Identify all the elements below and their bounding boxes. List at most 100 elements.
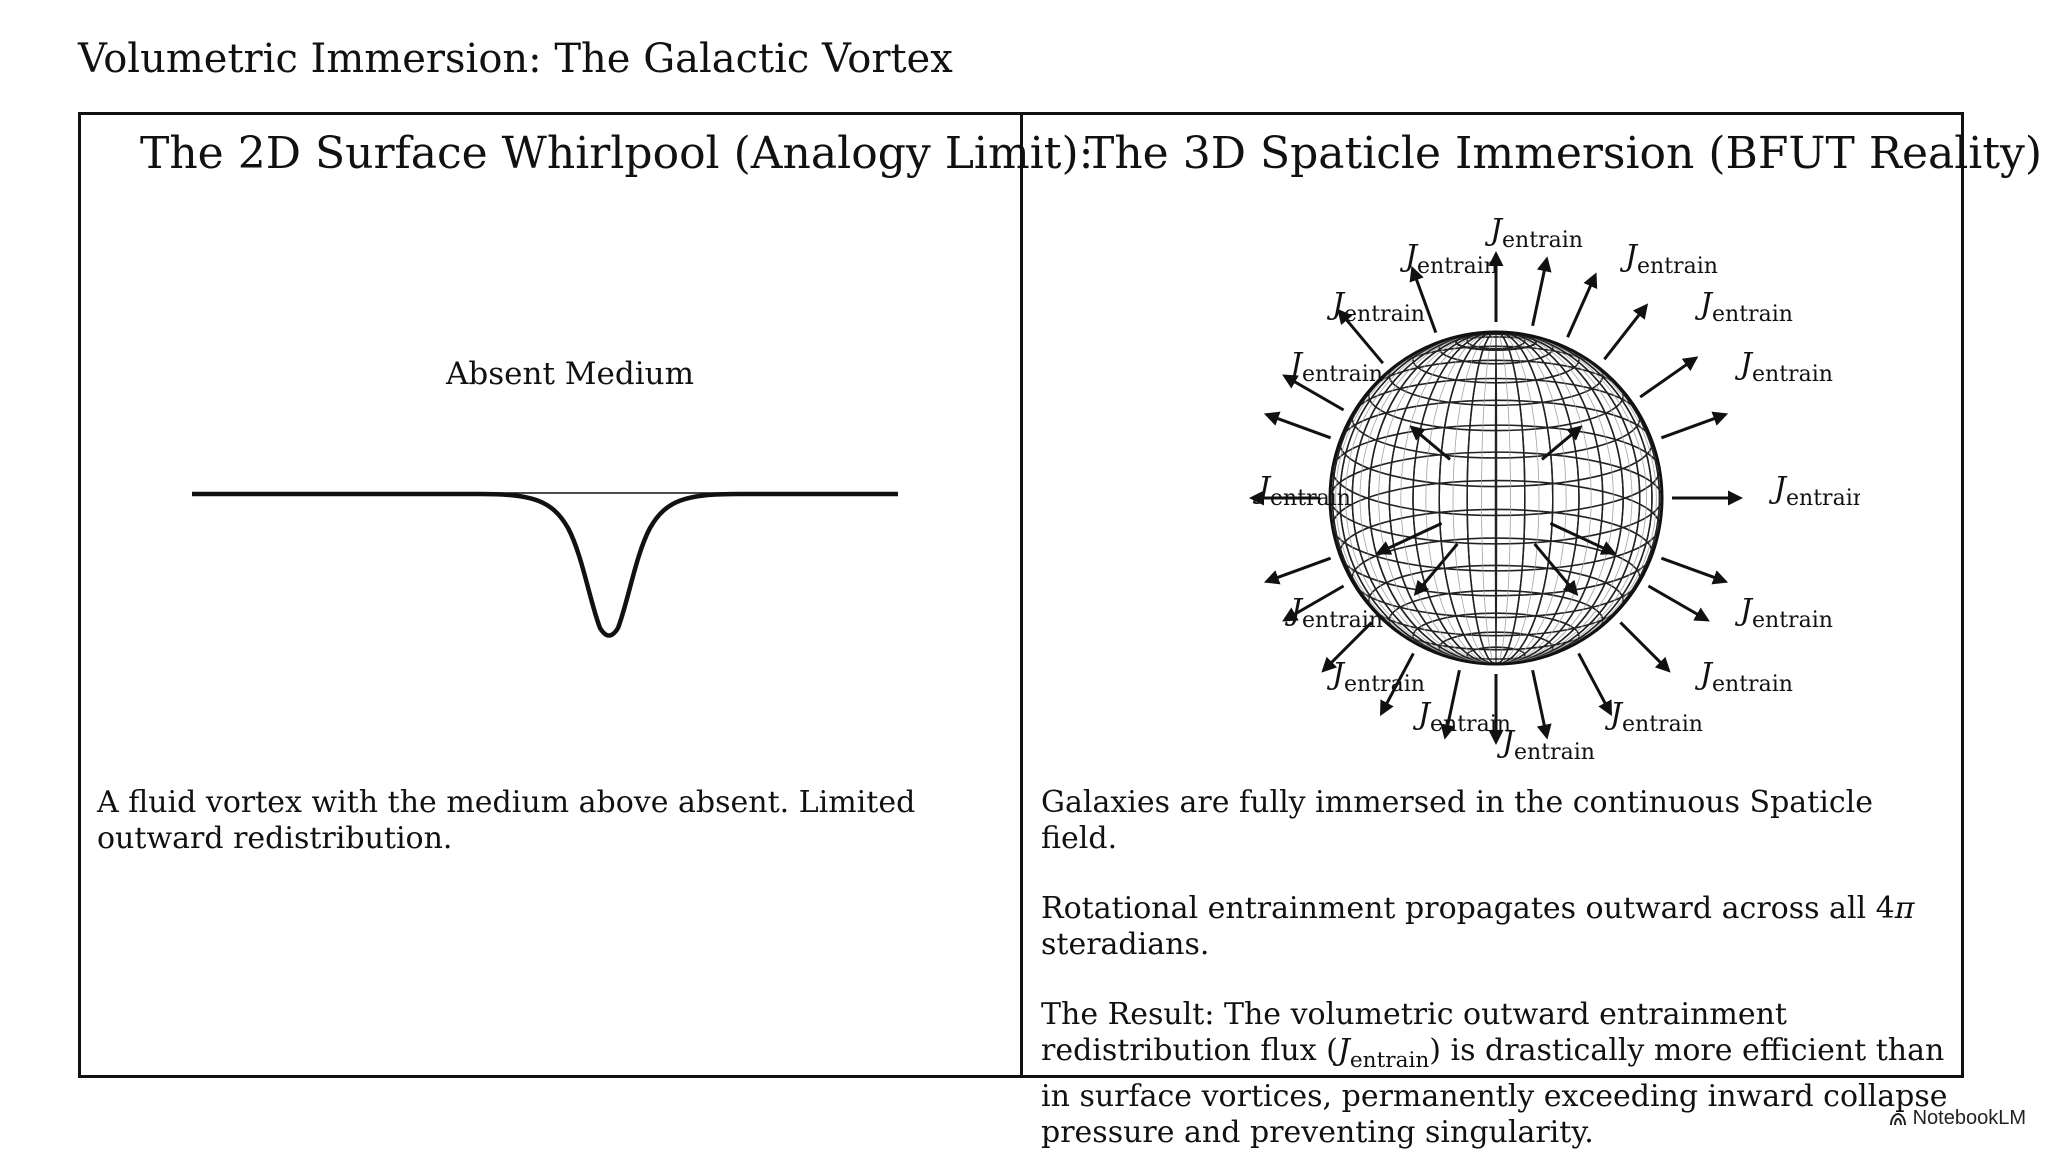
flux-label-subscript: entrain <box>1344 302 1425 327</box>
flux-label-subscript: entrain <box>1637 254 1718 279</box>
surface-flux-arrow <box>1409 425 1452 461</box>
flux-label: Jentrain <box>1734 347 1833 387</box>
surface-flux-arrow <box>1375 521 1443 555</box>
flux-label-subscript: entrain <box>1417 254 1498 279</box>
flux-subscript: entrain <box>1349 1048 1430 1073</box>
flux-label: Jentrain <box>1326 287 1425 327</box>
left-panel-caption: A fluid vortex with the medium above abs… <box>97 785 916 856</box>
flux-label-subscript: entrain <box>1514 740 1595 765</box>
flux-arrow <box>1639 356 1699 399</box>
longitude-line <box>1331 332 1661 664</box>
flux-arrow <box>1440 669 1461 740</box>
flux-arrow <box>1603 303 1649 361</box>
surface-flux-arrow <box>1540 425 1583 461</box>
flux-arrow <box>1566 272 1598 338</box>
flux-arrow <box>1263 556 1332 585</box>
back-longitude-line <box>1425 332 1567 664</box>
flux-label: Jentrain <box>1694 657 1793 697</box>
flux-label-subscript: entrain <box>1430 712 1511 737</box>
flux-label: Jentrain <box>1252 471 1351 511</box>
whirlpool-profile <box>192 491 898 638</box>
flux-label-subscript: entrain <box>1622 712 1703 737</box>
longitude-line <box>1494 332 1498 664</box>
back-longitude-line <box>1335 332 1657 664</box>
surface-flux-arrow <box>1549 521 1617 555</box>
flux-label: Jentrain <box>1484 213 1583 253</box>
flux-label-subscript: entrain <box>1502 228 1583 253</box>
page-title: Volumetric Immersion: The Galactic Vorte… <box>78 36 953 82</box>
longitude-line <box>1368 332 1624 664</box>
flux-arrow <box>1531 256 1552 327</box>
result-text-start: The Result: The volumetric outward entra… <box>1041 997 1787 1068</box>
flux-arrow <box>1577 652 1612 717</box>
propagation-paragraph: Rotational entrainment propagates outwar… <box>1041 891 1951 963</box>
panel-divider <box>1020 112 1023 1078</box>
longitude-line <box>1388 332 1604 664</box>
back-longitude-line <box>1400 332 1592 664</box>
flux-arrow <box>1660 556 1729 585</box>
immersion-paragraph: Galaxies are fully immersed in the conti… <box>1041 785 1873 856</box>
back-longitude-line <box>1378 332 1614 664</box>
back-longitude-line <box>1359 332 1633 664</box>
surface-flux-arrow <box>1533 542 1579 597</box>
notebooklm-brand: NotebookLM <box>1912 1107 2026 1129</box>
longitude-line <box>1438 332 1554 664</box>
flux-label: Jentrain <box>1604 697 1703 737</box>
propagation-text-end: steradians. <box>1041 927 1210 962</box>
flux-label-subscript: entrain <box>1344 672 1425 697</box>
flux-label: Jentrain <box>1326 657 1425 697</box>
flux-label: Jentrain <box>1284 593 1383 633</box>
left-panel-heading: The 2D Surface Whirlpool (Analogy Limit)… <box>140 128 1094 179</box>
flux-label: Jentrain <box>1284 347 1383 387</box>
flux-arrow <box>1263 411 1332 440</box>
right-panel-heading: The 3D Spaticle Immersion (BFUT Reality)… <box>1085 128 2046 179</box>
flux-arrow <box>1321 621 1373 673</box>
propagation-text: Rotational entrainment propagates outwar… <box>1041 891 1895 926</box>
flux-label-subscript: entrain <box>1712 672 1793 697</box>
pi-symbol: π <box>1894 891 1915 926</box>
notebooklm-logo-icon <box>1889 1112 1906 1125</box>
flux-label: Jentrain <box>1734 593 1833 633</box>
right-panel-text: Galaxies are fully immersed in the conti… <box>1041 785 1951 1151</box>
flux-arrow <box>1619 621 1671 673</box>
flux-label: Jentrain <box>1412 697 1511 737</box>
notebooklm-badge: NotebookLM <box>1889 1107 2026 1130</box>
longitude-line <box>1412 332 1580 664</box>
flux-arrow <box>1380 652 1415 717</box>
result-paragraph: The Result: The volumetric outward entra… <box>1041 997 1951 1151</box>
whirlpool-dip <box>192 494 594 638</box>
flux-symbol: J <box>1337 1033 1350 1068</box>
surface-with-dip <box>192 494 592 638</box>
flux-arrow <box>1337 308 1385 365</box>
flux-label-subscript: entrain <box>1752 608 1833 633</box>
back-longitude-line <box>1481 332 1511 664</box>
flux-arrow <box>1409 265 1438 334</box>
back-longitude-line <box>1452 332 1540 664</box>
vortex-dip-curve <box>192 494 591 636</box>
flux-arrow <box>1282 374 1345 412</box>
longitude-line <box>1466 332 1526 664</box>
whirlpool-surface-line <box>192 494 600 638</box>
flux-arrows <box>1249 251 1743 745</box>
flux-label-subscript: entrain <box>1302 608 1383 633</box>
whirlpool-surface <box>192 491 898 638</box>
flux-arrow <box>1647 584 1710 622</box>
longitude-line <box>1339 332 1653 664</box>
surface-flux-arrow <box>1413 542 1459 597</box>
flux-label: Jentrain <box>1768 471 1860 511</box>
flux-label-subscript: entrain <box>1712 302 1793 327</box>
flux-label-subscript: entrain <box>1752 362 1833 387</box>
flux-label-subscript: entrain <box>1270 486 1351 511</box>
vortex-curve <box>192 493 610 638</box>
back-longitude-line <box>1345 332 1647 664</box>
flux-label-subscript: entrain <box>1302 362 1383 387</box>
flux-arrow <box>1531 669 1552 740</box>
flux-label: Jentrain <box>1619 239 1718 279</box>
flux-arrow <box>1660 411 1729 440</box>
flux-arrow <box>1282 584 1345 622</box>
north-pole-cap <box>1455 333 1537 351</box>
flux-label: Jentrain <box>1694 287 1793 327</box>
flux-label: Jentrain <box>1399 239 1498 279</box>
